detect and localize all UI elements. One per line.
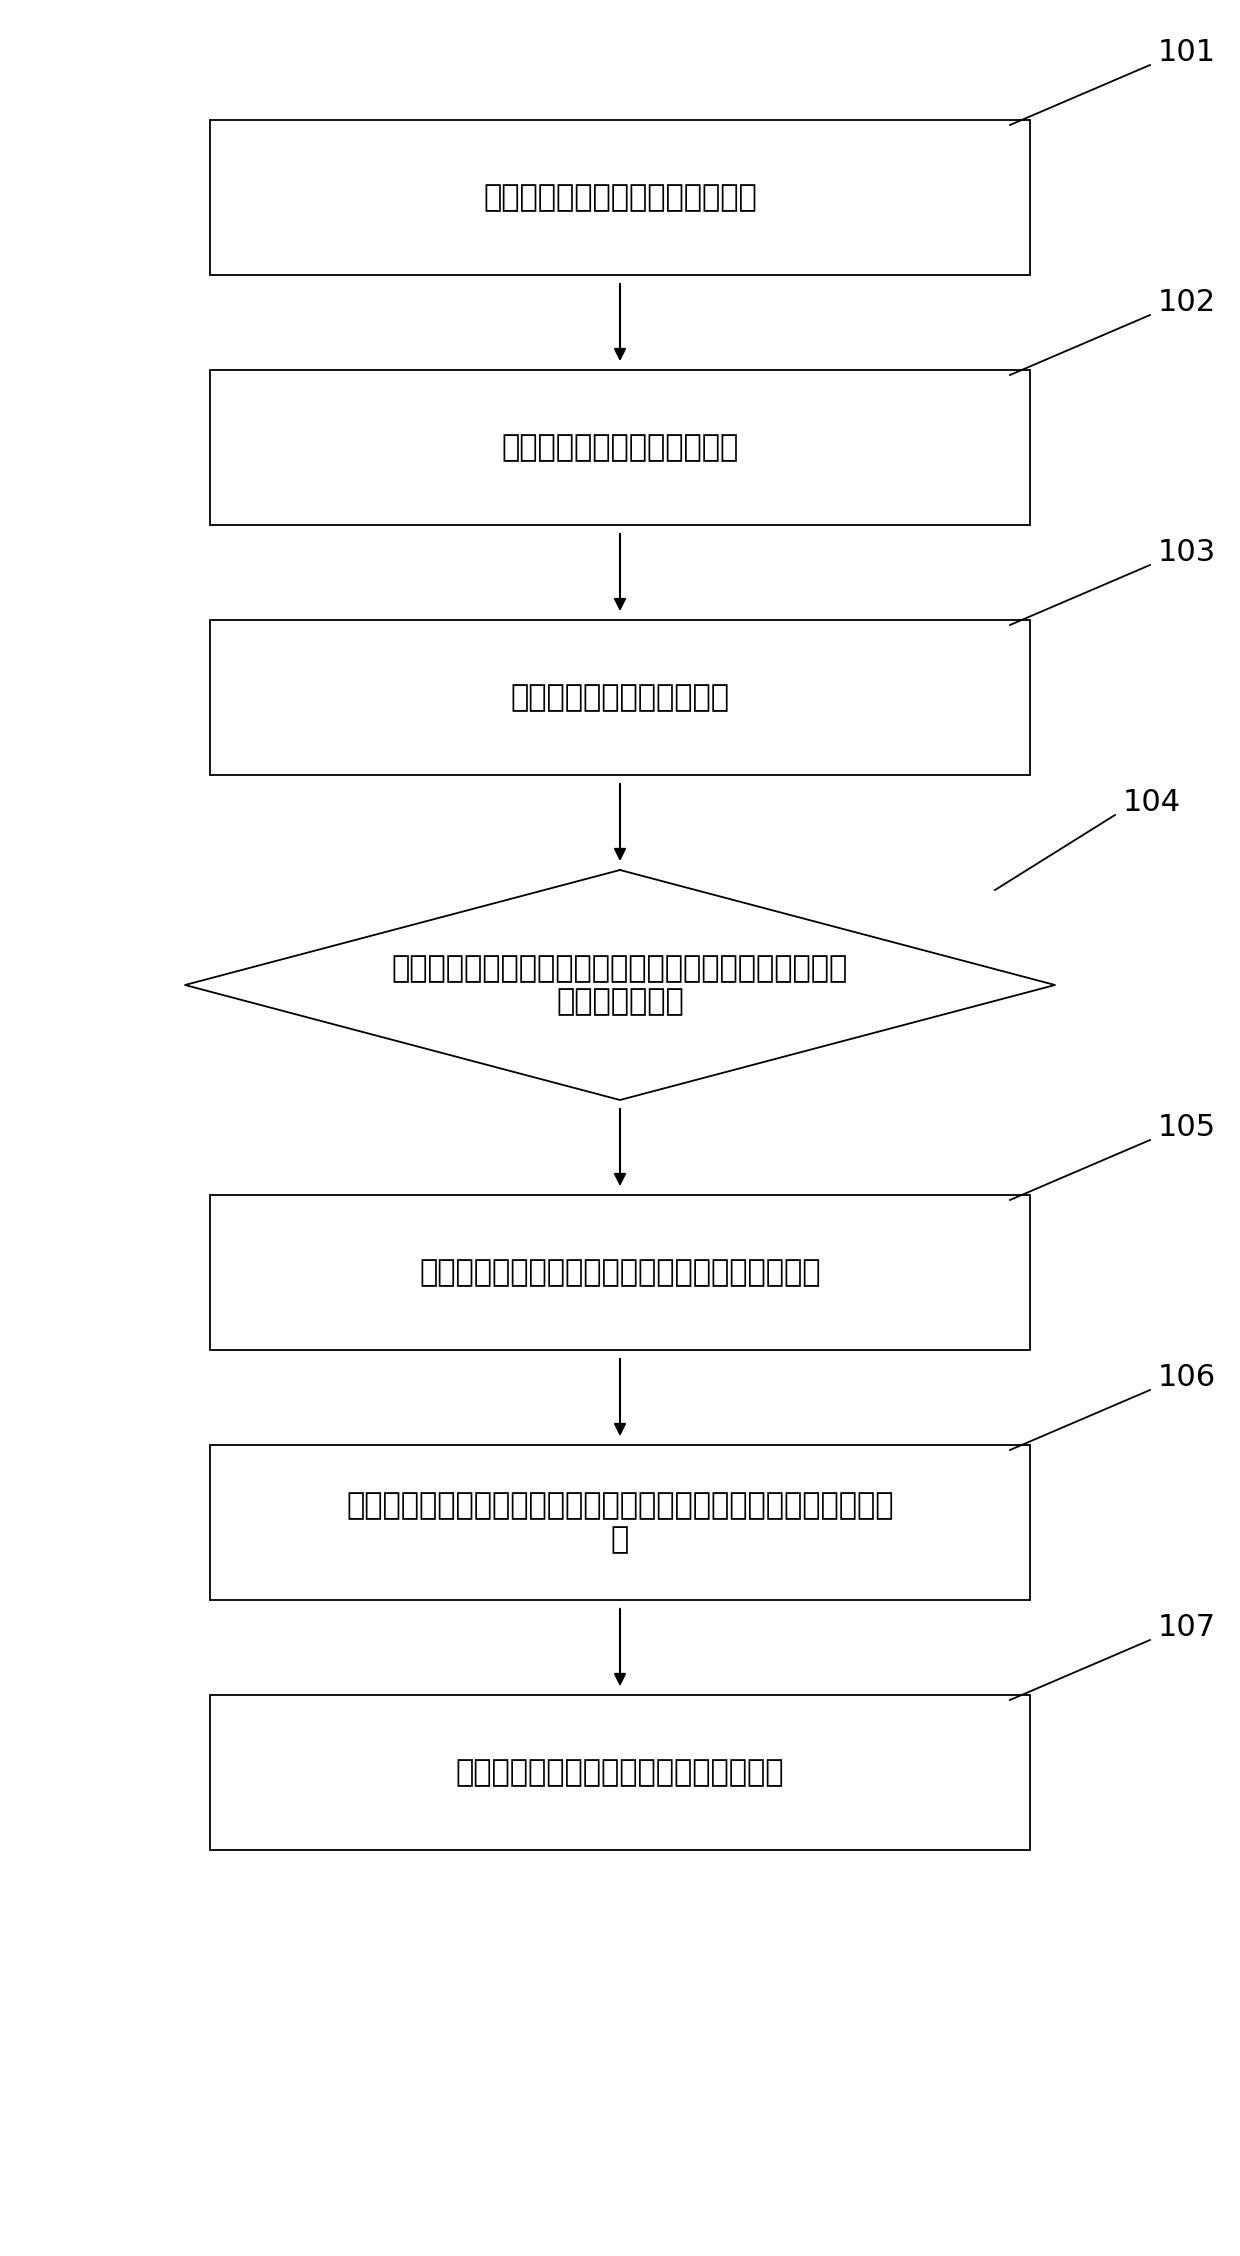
Text: 根据温度补偿値对射频设备进行温度补偿: 根据温度补偿値对射频设备进行温度补偿 xyxy=(456,1757,784,1787)
Text: 将开关切换至标准源，获取射频设备当前的功率值: 将开关切换至标准源，获取射频设备当前的功率值 xyxy=(419,1259,821,1286)
Text: 106: 106 xyxy=(1158,1363,1216,1392)
Text: 102: 102 xyxy=(1158,289,1216,318)
Text: 101: 101 xyxy=(1158,38,1216,68)
Bar xyxy=(210,120,1030,275)
Text: 判断射频设备当前的温度值与射频设备的初始温度值的差
値是否超过阈値: 判断射频设备当前的温度值与射频设备的初始温度值的差 値是否超过阈値 xyxy=(392,954,848,1015)
Text: 读取射频设备当前的温度值: 读取射频设备当前的温度值 xyxy=(511,684,729,713)
Bar xyxy=(210,1446,1030,1600)
Text: 103: 103 xyxy=(1158,537,1216,566)
Bar xyxy=(210,1694,1030,1850)
Text: 105: 105 xyxy=(1158,1112,1216,1142)
Bar xyxy=(210,370,1030,526)
Text: 104: 104 xyxy=(1123,787,1182,817)
Text: 107: 107 xyxy=(1158,1613,1216,1642)
Bar xyxy=(210,1196,1030,1349)
Text: 记录射频设备校准时的初始温度值: 记录射频设备校准时的初始温度值 xyxy=(484,183,756,212)
Text: 读取标准源输出的校正功率值: 读取标准源输出的校正功率值 xyxy=(501,433,739,462)
Text: 计算校正功率值和射频设备当前的功率值之间的差値，得到温度补偿
値: 计算校正功率值和射频设备当前的功率值之间的差値，得到温度补偿 値 xyxy=(346,1491,894,1554)
Bar xyxy=(210,620,1030,776)
